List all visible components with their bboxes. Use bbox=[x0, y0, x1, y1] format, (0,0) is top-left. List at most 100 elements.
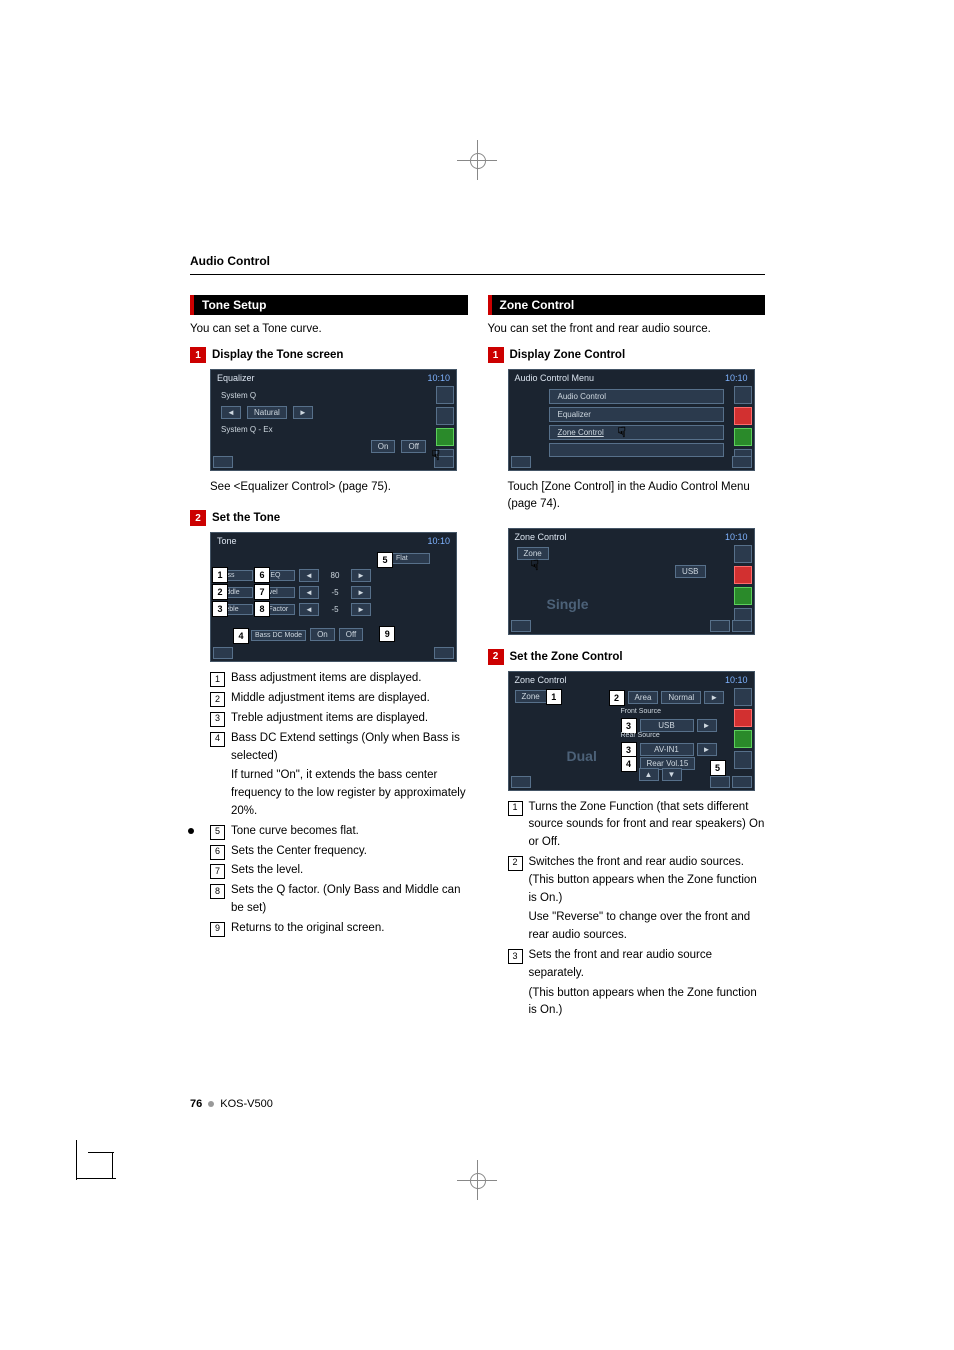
callout-1: 1 bbox=[546, 689, 562, 705]
zc1-mode: Single bbox=[547, 596, 589, 612]
zone-item-list: 1Turns the Zone Function (that sets diff… bbox=[508, 799, 766, 1021]
nav-pill bbox=[511, 456, 531, 468]
left-arrow: ◄ bbox=[299, 569, 319, 582]
eq-off: Off bbox=[401, 440, 426, 453]
callout-7: 7 bbox=[254, 584, 270, 600]
menu-item-empty bbox=[549, 443, 724, 457]
equalizer-screenshot: Equalizer 10:10 System Q ◄ Natural ► Sys… bbox=[210, 369, 457, 471]
right-arrow: ► bbox=[351, 586, 371, 599]
zc2-title: Zone Control bbox=[515, 675, 567, 685]
zc2-mode: Dual bbox=[567, 748, 597, 764]
model-name: KOS-V500 bbox=[220, 1098, 273, 1110]
header-rule bbox=[190, 274, 765, 275]
menu-title: Audio Control Menu bbox=[515, 373, 595, 383]
item-num: 8 bbox=[210, 884, 225, 899]
item-num: 9 bbox=[210, 922, 225, 937]
step-number-2: 2 bbox=[190, 510, 206, 526]
item-num: 3 bbox=[210, 712, 225, 727]
eq-right-arrow: ► bbox=[293, 406, 313, 419]
tray-icon bbox=[436, 386, 454, 404]
item-text: Treble adjustment items are displayed. bbox=[231, 710, 468, 728]
menu-item: Audio Control bbox=[549, 389, 724, 404]
treble-value: -5 bbox=[323, 605, 347, 614]
item-num: 2 bbox=[508, 856, 523, 871]
callout-2: 2 bbox=[609, 690, 625, 706]
hand-cursor-icon: ☟ bbox=[618, 424, 627, 441]
item-subtext: Use "Reverse" to change over the front a… bbox=[529, 909, 766, 945]
item-text: Middle adjustment items are displayed. bbox=[231, 690, 468, 708]
dc-on: On bbox=[310, 628, 335, 641]
nav-pill bbox=[511, 776, 531, 788]
audio-menu-screenshot: Audio Control Menu 10:10 Audio Control E… bbox=[508, 369, 755, 471]
hand-cursor-icon: ☟ bbox=[531, 557, 540, 574]
zc2-usb: USB bbox=[640, 719, 694, 732]
nav-pill bbox=[732, 620, 752, 632]
eq-on: On bbox=[371, 440, 396, 453]
menu-caption: Touch [Zone Control] in the Audio Contro… bbox=[508, 479, 766, 514]
callout-5: 5 bbox=[377, 552, 393, 568]
right-column: Zone Control You can set the front and r… bbox=[488, 295, 766, 1022]
crop-corner bbox=[88, 1152, 114, 1153]
nav-pill bbox=[732, 776, 752, 788]
nav-pill bbox=[710, 776, 730, 788]
eq-left-arrow: ◄ bbox=[221, 406, 241, 419]
tray-icon bbox=[734, 709, 752, 727]
eq-caption: See <Equalizer Control> (page 75). bbox=[210, 479, 468, 496]
item-text: Sets the front and rear audio source sep… bbox=[529, 947, 766, 983]
callout-5: 5 bbox=[710, 760, 726, 776]
crop-corner bbox=[112, 1152, 113, 1178]
callout-4: 4 bbox=[233, 628, 249, 644]
menu-clock: 10:10 bbox=[725, 373, 748, 383]
dc-label: Bass DC Mode bbox=[251, 630, 306, 641]
callout-2: 2 bbox=[212, 584, 228, 600]
menu-item: Equalizer bbox=[549, 407, 724, 422]
item-num: 1 bbox=[210, 672, 225, 687]
tone-setup-heading: Tone Setup bbox=[190, 295, 468, 315]
zc1-clock: 10:10 bbox=[725, 532, 748, 542]
step-number-1: 1 bbox=[190, 347, 206, 363]
item-text: Sets the level. bbox=[231, 862, 468, 880]
eq-title: Equalizer bbox=[217, 373, 255, 383]
nav-pill bbox=[434, 647, 454, 659]
tray-icon bbox=[734, 386, 752, 404]
eq-row1-value: Natural bbox=[247, 406, 287, 419]
nav-pill bbox=[213, 647, 233, 659]
menu-item-text: Zone Control bbox=[558, 428, 604, 437]
item-num: 1 bbox=[508, 801, 523, 816]
zc1-usb: USB bbox=[675, 565, 705, 578]
item-subtext: If turned "On", it extends the bass cent… bbox=[231, 767, 468, 820]
eq-row2-label: System Q - Ex bbox=[221, 425, 273, 434]
step-1-label: Display the Tone screen bbox=[212, 349, 343, 361]
step-number-2: 2 bbox=[488, 649, 504, 665]
zone-single-screenshot: Zone Control 10:10 Zone ☟ USB Single bbox=[508, 528, 755, 635]
eq-clock: 10:10 bbox=[427, 373, 450, 383]
page-header: Audio Control bbox=[190, 254, 765, 268]
item-subtext: (This button appears when the Zone funct… bbox=[529, 985, 766, 1021]
tray-icon bbox=[734, 566, 752, 584]
crop-corner bbox=[76, 1178, 116, 1179]
right-arrow: ► bbox=[351, 603, 371, 616]
item-text: Bass adjustment items are displayed. bbox=[231, 670, 468, 688]
tray-icon bbox=[436, 428, 454, 446]
tone-clock: 10:10 bbox=[427, 536, 450, 546]
footer-dot-icon bbox=[208, 1101, 214, 1107]
menu-item-zone: Zone Control ☟ bbox=[549, 425, 724, 440]
callout-1: 1 bbox=[212, 567, 228, 583]
item-text: Sets the Q factor. (Only Bass and Middle… bbox=[231, 882, 468, 918]
right-arrow: ► bbox=[351, 569, 371, 582]
page-footer: 76 KOS-V500 bbox=[190, 1098, 273, 1110]
tone-screenshot: Tone 10:10 5 Flat 1Bass 6FREQ ◄ 80 ► 2Mi… bbox=[210, 532, 457, 662]
zc1-title: Zone Control bbox=[515, 532, 567, 542]
callout-9: 9 bbox=[379, 626, 395, 642]
callout-3: 3 bbox=[212, 601, 228, 617]
right-arrow: ► bbox=[697, 743, 717, 756]
eq-row1-label: System Q bbox=[221, 391, 256, 400]
callout-8: 8 bbox=[254, 601, 270, 617]
tray-icon bbox=[734, 407, 752, 425]
nav-pill bbox=[710, 620, 730, 632]
tray-icon bbox=[734, 428, 752, 446]
zc2-clock: 10:10 bbox=[725, 675, 748, 685]
tone-intro: You can set a Tone curve. bbox=[190, 323, 468, 335]
crop-mark-bottom bbox=[457, 1160, 497, 1200]
middle-value: -5 bbox=[323, 588, 347, 597]
